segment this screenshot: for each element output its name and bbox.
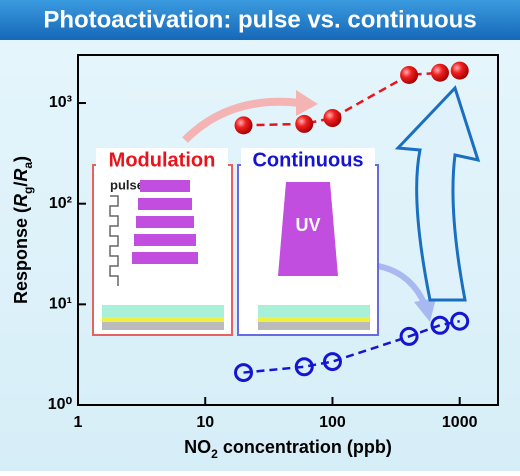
inset-header-bg bbox=[241, 148, 375, 174]
layer bbox=[102, 322, 224, 330]
uv-light bbox=[278, 182, 338, 276]
y-label-part: g bbox=[21, 187, 35, 194]
pulse-wave bbox=[109, 195, 119, 286]
point bbox=[295, 114, 314, 133]
x-tick-label: 1000 bbox=[442, 414, 478, 431]
y-tick-label: 10² bbox=[49, 195, 72, 212]
point bbox=[450, 61, 469, 80]
x-axis-label: NO2 concentration (ppb) bbox=[184, 437, 392, 461]
inset-label: pulse bbox=[110, 177, 144, 192]
y-tick-label: 10⁰ bbox=[48, 396, 73, 413]
inset-title: Modulation bbox=[109, 149, 216, 171]
inset-label: UV bbox=[295, 215, 320, 235]
point bbox=[430, 315, 450, 335]
point bbox=[400, 65, 419, 84]
point bbox=[322, 352, 342, 372]
y-label-part: / bbox=[11, 182, 31, 187]
x-tick-label: 100 bbox=[319, 414, 346, 431]
point bbox=[323, 108, 342, 127]
layer bbox=[102, 317, 224, 322]
y-axis-label: Response (Rg/Ra) bbox=[11, 156, 35, 304]
y-label-part: a bbox=[21, 162, 35, 169]
x-label-part: NO bbox=[184, 437, 211, 457]
y-label-part: R bbox=[11, 169, 31, 182]
x-label-part: concentration (ppb) bbox=[218, 437, 392, 457]
y-label-part: ) bbox=[11, 156, 31, 162]
arrow-head bbox=[296, 90, 318, 116]
arrow bbox=[182, 97, 301, 143]
continuous-inset: Continuous UV bbox=[237, 148, 379, 336]
x-tick-label: 1 bbox=[74, 414, 83, 431]
y-label-part: Response ( bbox=[11, 207, 31, 304]
y-label-part: R bbox=[11, 194, 31, 207]
point bbox=[430, 63, 449, 82]
x-tick-label: 10 bbox=[196, 414, 214, 431]
layer bbox=[258, 305, 370, 317]
plot-frame bbox=[77, 54, 499, 406]
modulation-inset: Modulation pulse bbox=[92, 148, 233, 336]
layer bbox=[102, 305, 224, 317]
inset-title: Continuous bbox=[252, 149, 363, 171]
layer bbox=[258, 322, 370, 330]
point bbox=[294, 357, 314, 377]
layer bbox=[258, 317, 370, 322]
arrow-head bbox=[414, 298, 436, 322]
y-tick-label: 10¹ bbox=[49, 296, 72, 313]
chart-title: Photoactivation: pulse vs. continuous bbox=[43, 6, 476, 33]
point bbox=[399, 326, 419, 346]
big-arrow bbox=[394, 85, 481, 302]
point bbox=[234, 116, 253, 135]
pulse-light bbox=[132, 180, 198, 264]
point bbox=[234, 363, 254, 383]
y-tick-label: 10³ bbox=[49, 94, 72, 111]
title-bar bbox=[0, 0, 520, 40]
inset-header-bg bbox=[96, 148, 228, 174]
x-label-part: 2 bbox=[211, 447, 218, 461]
point bbox=[450, 311, 470, 331]
